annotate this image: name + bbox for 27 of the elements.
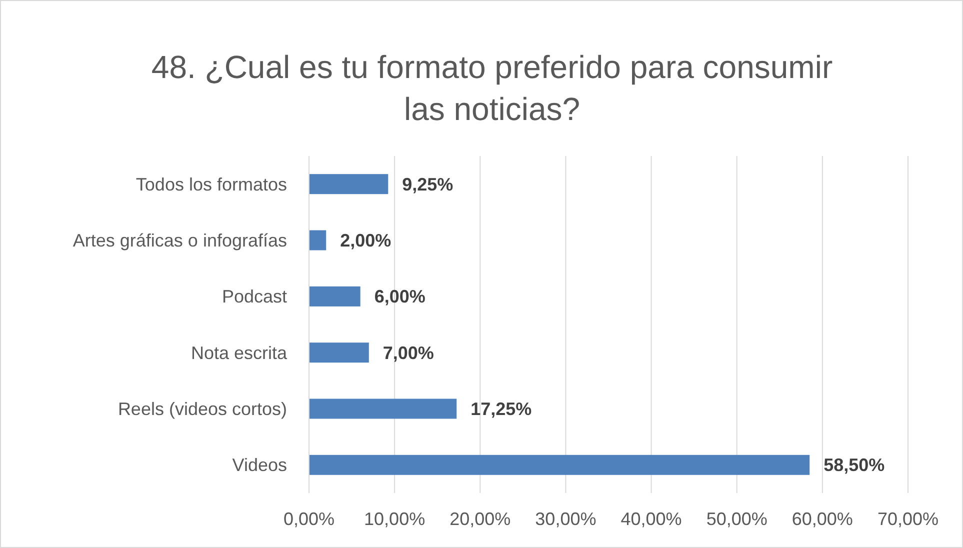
y-tick-label: Videos <box>232 455 287 476</box>
y-tick-label: Reels (videos cortos) <box>118 399 287 420</box>
bar <box>309 454 810 475</box>
bar <box>309 286 360 306</box>
bar <box>309 342 369 363</box>
data-label: 17,25% <box>470 399 532 420</box>
data-label: 58,50% <box>824 455 885 476</box>
bar <box>309 398 457 419</box>
x-tick-label: 20,00% <box>450 509 511 529</box>
y-tick-label: Podcast <box>222 286 287 307</box>
data-label: 7,00% <box>382 342 434 363</box>
bar <box>309 230 326 250</box>
chart-title: 48. ¿Cual es tu formato preferido para consumir las noticias? <box>151 49 833 127</box>
x-tick-label: 30,00% <box>535 509 596 529</box>
data-label: 6,00% <box>374 286 426 307</box>
y-tick-label: Todos los formatos <box>136 174 287 194</box>
x-tick-label: 60,00% <box>792 509 853 529</box>
x-tick-label: 40,00% <box>620 509 682 529</box>
y-tick-label: Artes gráficas o infografías <box>72 230 287 251</box>
data-label: 2,00% <box>340 230 392 251</box>
bar <box>309 174 388 194</box>
x-tick-label: 50,00% <box>706 509 768 529</box>
data-label: 9,25% <box>402 174 454 194</box>
x-tick-label: 0,00% <box>283 509 335 529</box>
y-tick-label: Nota escrita <box>190 342 288 363</box>
x-tick-label: 10,00% <box>364 509 426 529</box>
x-tick-label: 70,00% <box>877 509 939 529</box>
